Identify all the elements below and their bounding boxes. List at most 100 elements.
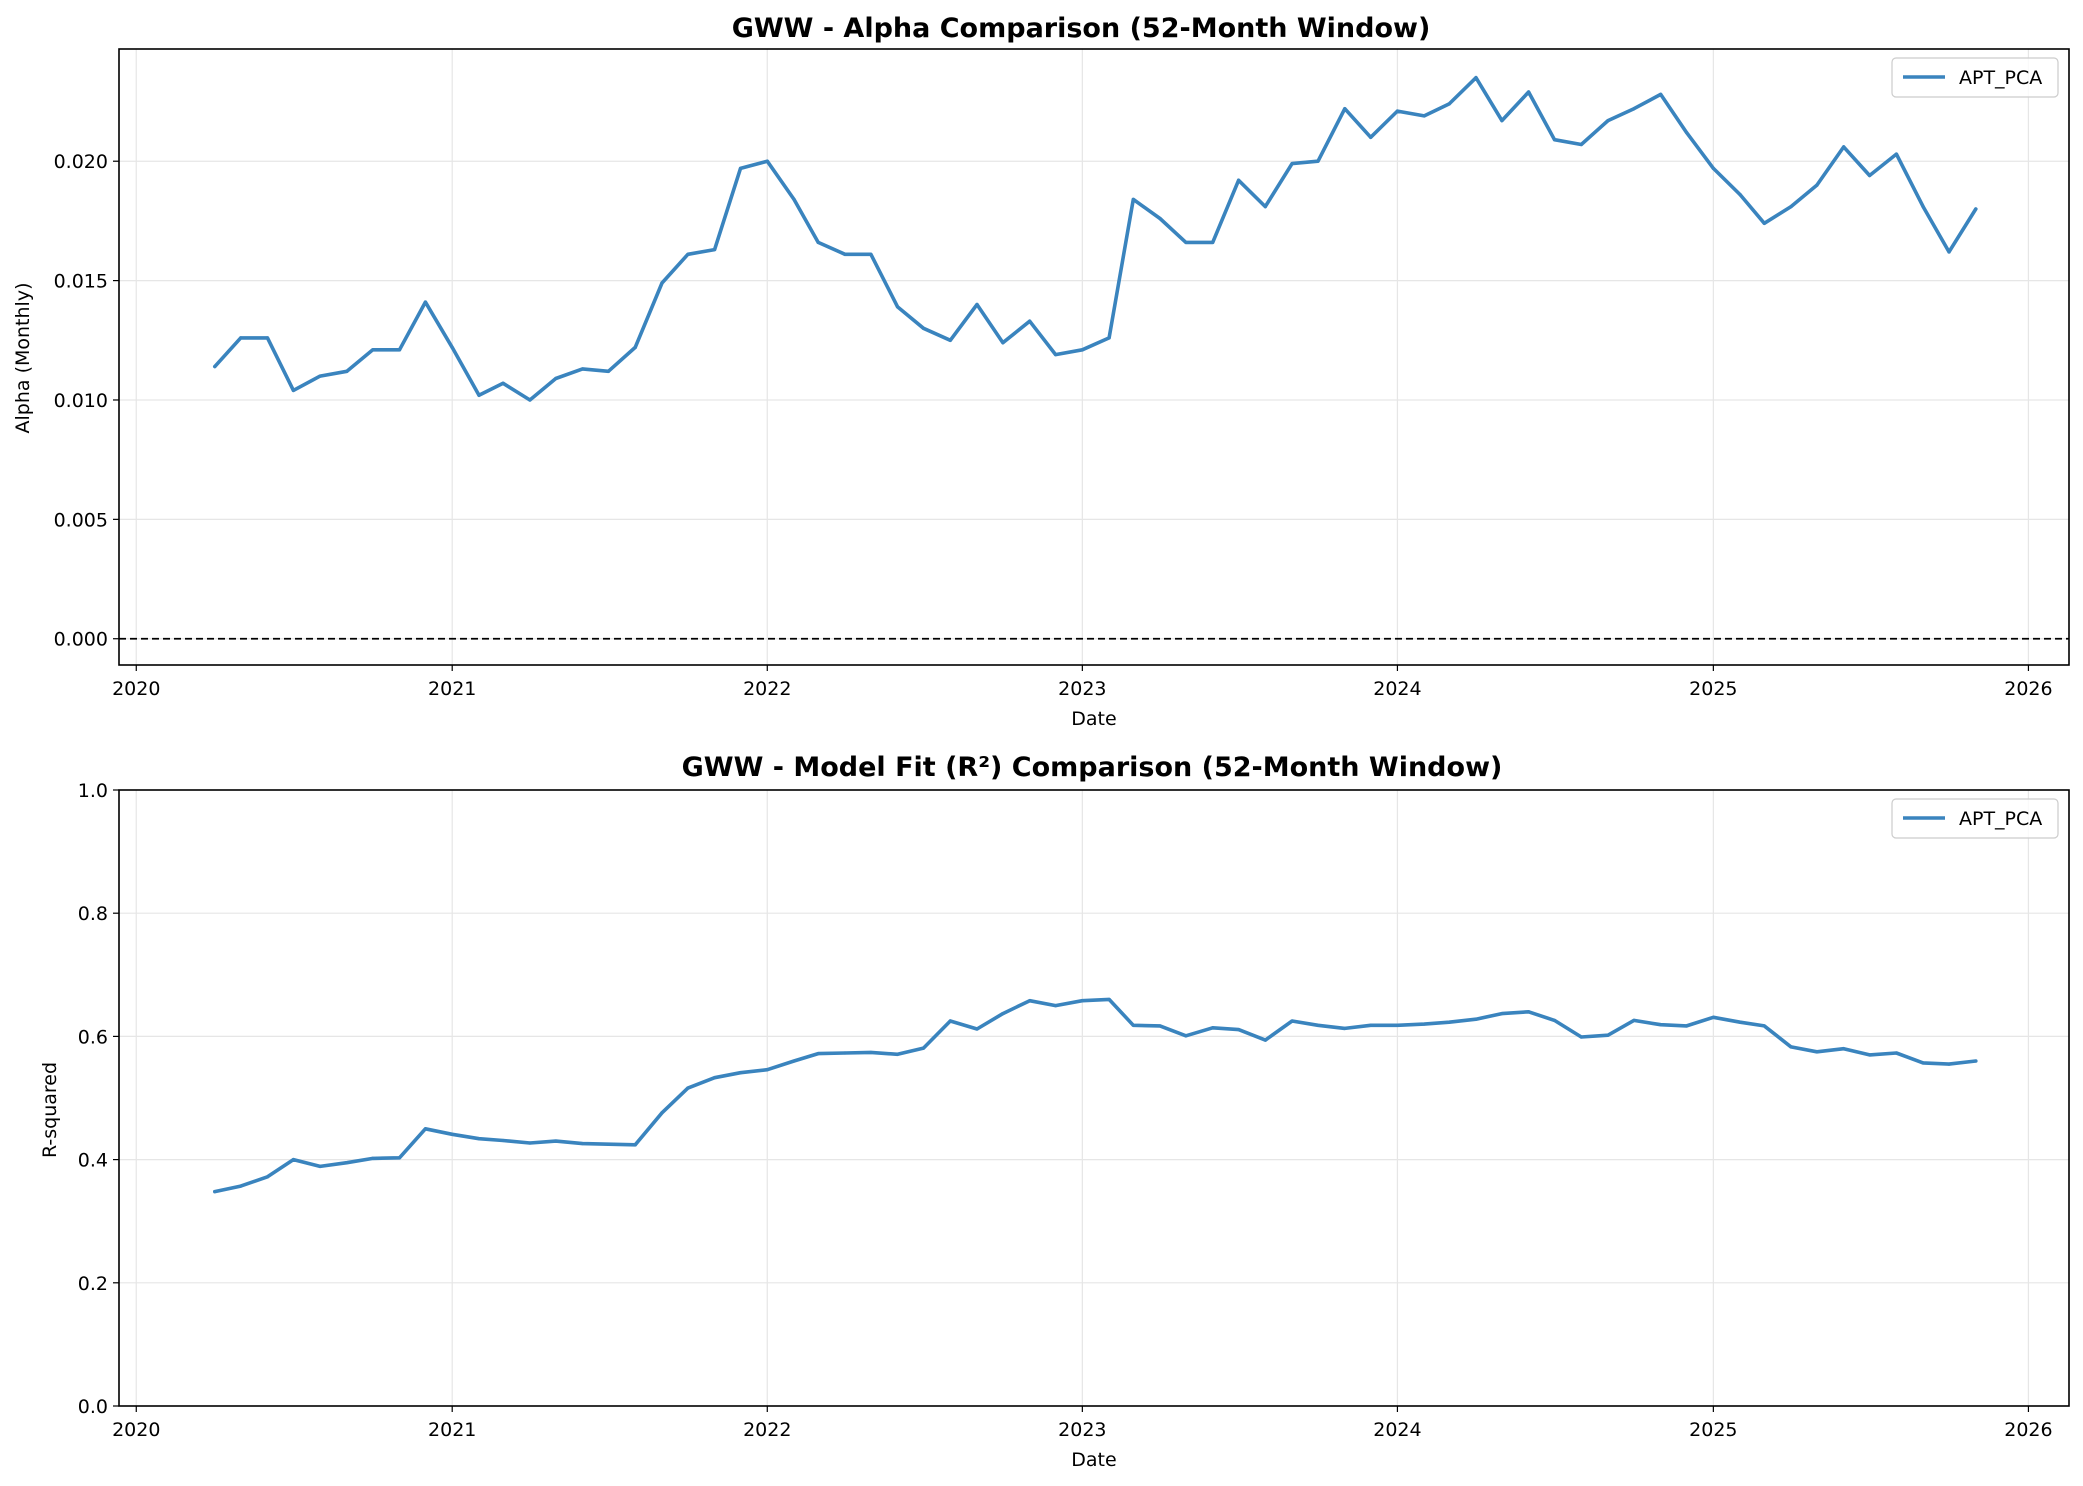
- alpha-data-point: [1369, 135, 1373, 139]
- rsquared-y-tick-label: 0.0: [78, 1396, 108, 1418]
- rsquared-data-point: [423, 1127, 428, 1131]
- rsquared-data-point: [1107, 997, 1111, 1002]
- rsquared-data-point: [1028, 999, 1032, 1003]
- rsquared-data-point: [371, 1156, 375, 1160]
- rsquared-axes-border: [118, 789, 2070, 1407]
- alpha-data-point: [1263, 204, 1267, 209]
- rsquared-data-point: [686, 1086, 690, 1090]
- rsquared-x-tick-label: 2022: [743, 1419, 791, 1441]
- rsquared-data-point: [580, 1141, 585, 1146]
- alpha-data-point: [1422, 114, 1426, 118]
- rsquared-legend-box: [1891, 798, 2059, 839]
- alpha-chart-x-ticks: 2020 2021 2022 2023 2024 2025 2026: [112, 665, 2053, 700]
- alpha-data-point: [1474, 76, 1478, 80]
- alpha-data-point: [1738, 193, 1742, 197]
- rsquared-data-point: [397, 1156, 402, 1160]
- rsquared-data-point: [1422, 1022, 1426, 1026]
- alpha-data-point: [1080, 348, 1084, 352]
- rsquared-chart-axes-frame: [118, 789, 2070, 1407]
- alpha-data-point: [1290, 162, 1294, 166]
- rsquared-data-point: [896, 1052, 900, 1056]
- alpha-data-point: [1500, 119, 1504, 123]
- alpha-data-point: [1447, 102, 1451, 106]
- rsquared-data-point: [528, 1141, 532, 1145]
- rsquared-data-point: [1080, 999, 1084, 1003]
- rsquared-data-point: [345, 1161, 349, 1165]
- alpha-data-point: [477, 393, 481, 397]
- rsquared-data-point: [1632, 1018, 1636, 1022]
- alpha-data-point: [1211, 240, 1215, 244]
- rsquared-data-point: [1184, 1034, 1188, 1038]
- alpha-chart-panel: GWW - Alpha Comparison (52-Month Window)…: [12, 13, 2070, 730]
- alpha-y-tick-label: 0.000: [54, 629, 108, 651]
- rsquared-data-point: [660, 1111, 664, 1115]
- alpha-data-point: [554, 376, 558, 381]
- alpha-chart-legend: APT_PCA: [1891, 57, 2059, 98]
- rsquared-data-point: [554, 1139, 558, 1143]
- alpha-data-point: [371, 348, 375, 352]
- alpha-data-point: [1606, 119, 1610, 123]
- alpha-data-point: [450, 345, 454, 350]
- alpha-data-point: [1236, 178, 1241, 182]
- rsquared-data-point: [1738, 1020, 1742, 1024]
- rsquared-series-line-apt-pca: [213, 997, 1978, 1194]
- rsquared-chart-x-axis-label: Date: [1071, 1449, 1116, 1471]
- rsquared-data-point: [1447, 1020, 1451, 1024]
- rsquared-data-point: [1236, 1028, 1241, 1032]
- alpha-data-point: [345, 369, 349, 373]
- rsquared-chart-legend: APT_PCA: [1891, 798, 2059, 839]
- rsquared-data-point: [1369, 1023, 1373, 1027]
- alpha-data-point: [528, 398, 532, 402]
- alpha-data-point: [239, 336, 243, 340]
- alpha-data-point: [1815, 183, 1819, 187]
- alpha-data-point: [975, 302, 979, 307]
- alpha-data-point: [1711, 166, 1715, 170]
- alpha-data-point: [397, 348, 402, 352]
- rsquared-x-tick-label: 2024: [1373, 1419, 1421, 1441]
- alpha-data-point: [1974, 207, 1978, 211]
- alpha-data-point: [1894, 152, 1898, 156]
- alpha-data-point: [1395, 109, 1400, 113]
- rsquared-data-point: [291, 1158, 295, 1162]
- rsquared-data-point: [1659, 1023, 1663, 1027]
- rsquared-x-tick-label: 2023: [1058, 1419, 1106, 1441]
- alpha-data-point: [921, 326, 926, 330]
- alpha-y-tick-label: 0.015: [54, 271, 108, 293]
- alpha-data-point: [1867, 173, 1872, 178]
- rsquared-data-point: [1263, 1038, 1267, 1042]
- rsquared-y-tick-label: 0.6: [78, 1026, 108, 1048]
- alpha-data-point: [1131, 197, 1135, 202]
- rsquared-chart-x-ticks: 2020 2021 2022 2023 2024 2025 2026: [112, 1406, 2053, 1441]
- alpha-data-point: [501, 381, 505, 385]
- rsquared-data-point: [921, 1046, 926, 1050]
- alpha-y-tick-label: 0.010: [54, 390, 108, 412]
- alpha-data-point: [1789, 204, 1793, 209]
- alpha-data-point: [1184, 240, 1188, 244]
- rsquared-data-point: [633, 1143, 637, 1147]
- rsquared-legend-label: APT_PCA: [1959, 808, 2042, 830]
- rsquared-data-point: [816, 1052, 820, 1056]
- alpha-data-point: [1158, 216, 1162, 221]
- alpha-data-point: [1947, 250, 1951, 254]
- alpha-data-point: [948, 338, 952, 342]
- alpha-data-point: [1579, 142, 1583, 147]
- rsquared-data-point: [1500, 1012, 1504, 1016]
- rsquared-data-point: [1894, 1051, 1898, 1055]
- rsquared-data-point: [869, 1050, 873, 1055]
- alpha-data-point: [1842, 145, 1846, 149]
- rsquared-y-tick-label: 0.2: [78, 1273, 108, 1295]
- rsquared-y-tick-label: 1.0: [78, 780, 108, 802]
- rsquared-data-point: [1552, 1018, 1557, 1022]
- rsquared-data-point: [1527, 1010, 1531, 1014]
- rsquared-data-point: [477, 1137, 481, 1141]
- rsquared-data-point: [948, 1019, 952, 1023]
- rsquared-y-tick-label: 0.8: [78, 903, 108, 925]
- rsquared-chart-series: [213, 997, 1978, 1194]
- alpha-data-point: [213, 364, 217, 369]
- alpha-chart-series: [213, 75, 1978, 402]
- alpha-chart-y-ticks: 0.000 0.005 0.010 0.015 0.020: [54, 151, 119, 651]
- alpha-data-point: [606, 369, 611, 373]
- alpha-data-point: [792, 197, 796, 202]
